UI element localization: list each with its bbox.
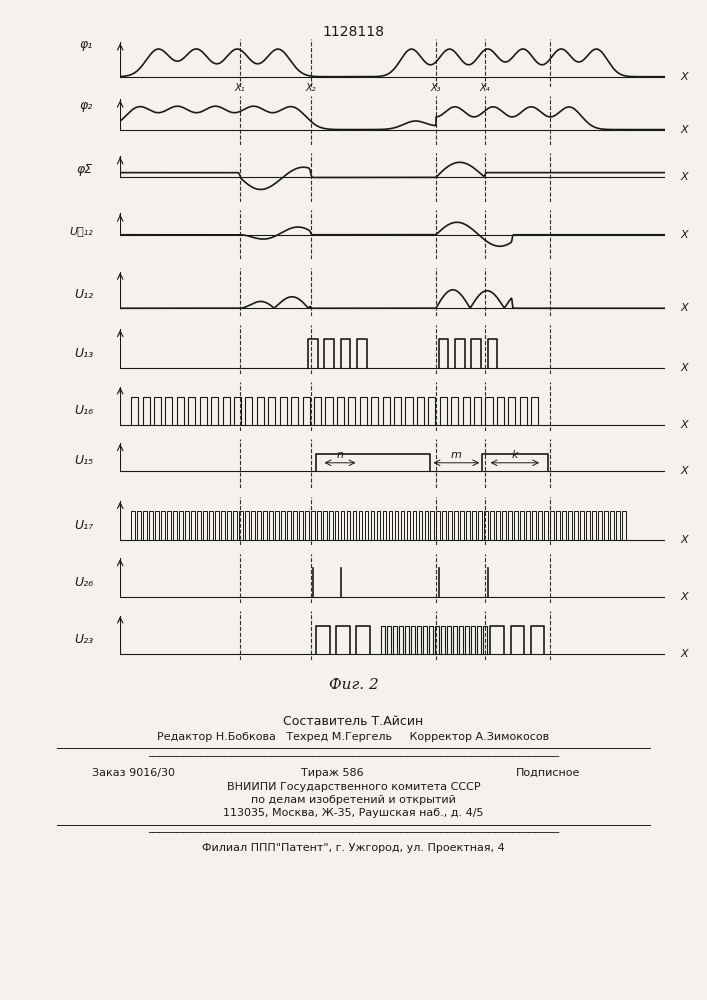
Text: X₄: X₄ xyxy=(479,83,490,93)
Text: U₁₇: U₁₇ xyxy=(74,519,93,532)
Text: n: n xyxy=(337,450,344,460)
Text: m: m xyxy=(451,450,462,460)
Text: U₁₃: U₁₃ xyxy=(74,347,93,360)
Text: X: X xyxy=(681,72,689,82)
Text: U₁₂: U₁₂ xyxy=(74,288,93,301)
Text: X: X xyxy=(681,230,689,240)
Text: X: X xyxy=(681,125,689,135)
Text: X: X xyxy=(681,303,689,313)
Text: X: X xyxy=(681,363,689,373)
Text: Заказ 9016/30: Заказ 9016/30 xyxy=(92,768,175,778)
Text: U₂₃: U₂₃ xyxy=(74,633,93,646)
Text: X: X xyxy=(681,466,689,476)
Text: U₁₅: U₁₅ xyxy=(74,454,93,467)
Text: U꜀₁₂: U꜀₁₂ xyxy=(69,227,93,237)
Text: X: X xyxy=(681,535,689,545)
Text: Редактор Н.Бобкова   Техред М.Гергель     Корректор А.Зимокосов: Редактор Н.Бобкова Техред М.Гергель Корр… xyxy=(158,732,549,742)
Text: Тираж 586: Тираж 586 xyxy=(301,768,363,778)
Text: X₂: X₂ xyxy=(305,83,316,93)
Text: по делам изобретений и открытий: по делам изобретений и открытий xyxy=(251,795,456,805)
Text: φ₂: φ₂ xyxy=(80,99,93,112)
Text: 1128118: 1128118 xyxy=(322,25,385,39)
Text: X: X xyxy=(681,592,689,602)
Text: Филиал ППП"Патент", г. Ужгород, ул. Проектная, 4: Филиал ППП"Патент", г. Ужгород, ул. Прое… xyxy=(202,843,505,853)
Text: U₂₆: U₂₆ xyxy=(74,576,93,589)
Text: 113035, Москва, Ж-35, Раушская наб., д. 4/5: 113035, Москва, Ж-35, Раушская наб., д. … xyxy=(223,808,484,818)
Text: Составитель Т.Айсин: Составитель Т.Айсин xyxy=(284,715,423,728)
Text: ──────────────────────────────────────────────────────────────────────: ────────────────────────────────────────… xyxy=(148,828,559,838)
Text: k: k xyxy=(512,450,518,460)
Text: X: X xyxy=(681,420,689,430)
Text: X: X xyxy=(681,649,689,659)
Text: Подписное: Подписное xyxy=(516,768,580,778)
Text: X₃: X₃ xyxy=(431,83,441,93)
Text: U₁₆: U₁₆ xyxy=(74,404,93,417)
Text: X: X xyxy=(681,172,689,182)
Text: X₁: X₁ xyxy=(235,83,245,93)
Text: ВНИИПИ Государственного комитета СССР: ВНИИПИ Государственного комитета СССР xyxy=(227,782,480,792)
Text: ──────────────────────────────────────────────────────────────────────: ────────────────────────────────────────… xyxy=(148,752,559,762)
Text: φ₁: φ₁ xyxy=(80,38,93,51)
Text: Фиг. 2: Фиг. 2 xyxy=(329,678,378,692)
Text: φΣ: φΣ xyxy=(77,163,93,176)
